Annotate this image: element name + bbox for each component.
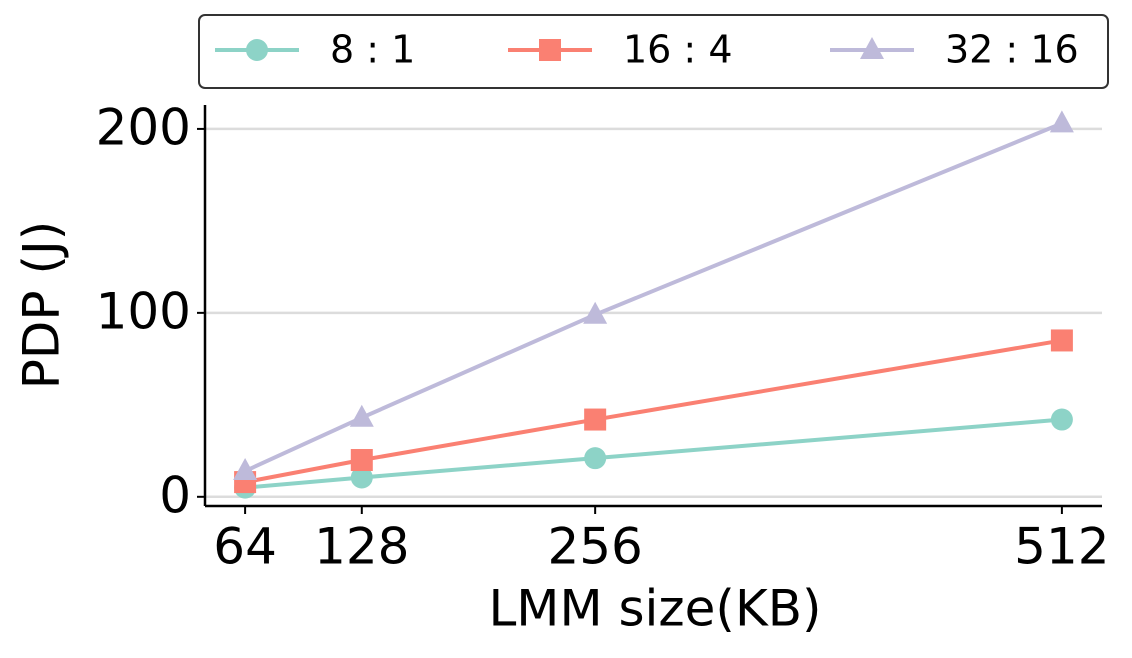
x-tick-label: 512 [1014,518,1109,576]
marker [539,39,561,61]
marker [584,447,607,470]
y-tick-label: 0 [159,466,191,524]
marker [1049,110,1074,133]
series-line [244,338,1063,485]
y-tick-label: 100 [96,282,191,340]
marker [349,404,374,427]
legend-box [198,14,1109,89]
marker [583,301,608,324]
x-axis-label: LMM size(KB) [488,580,821,638]
marker [860,37,884,59]
x-tick-label: 128 [314,518,409,576]
marker [350,449,373,472]
marker [350,466,373,489]
series-line [244,417,1063,490]
marker [246,39,268,61]
legend-label: 16 : 4 [623,28,733,72]
marker [233,458,258,481]
marker [1050,329,1073,352]
series-line [244,121,1063,473]
y-tick-label: 200 [96,98,191,156]
legend-label: 8 : 1 [330,28,415,72]
marker [584,408,607,431]
y-axis-label: PDP (J) [13,221,71,389]
legend-label: 32 : 16 [945,28,1079,72]
marker [1050,408,1073,431]
x-tick-label: 256 [547,518,642,576]
x-tick-label: 64 [213,518,277,576]
